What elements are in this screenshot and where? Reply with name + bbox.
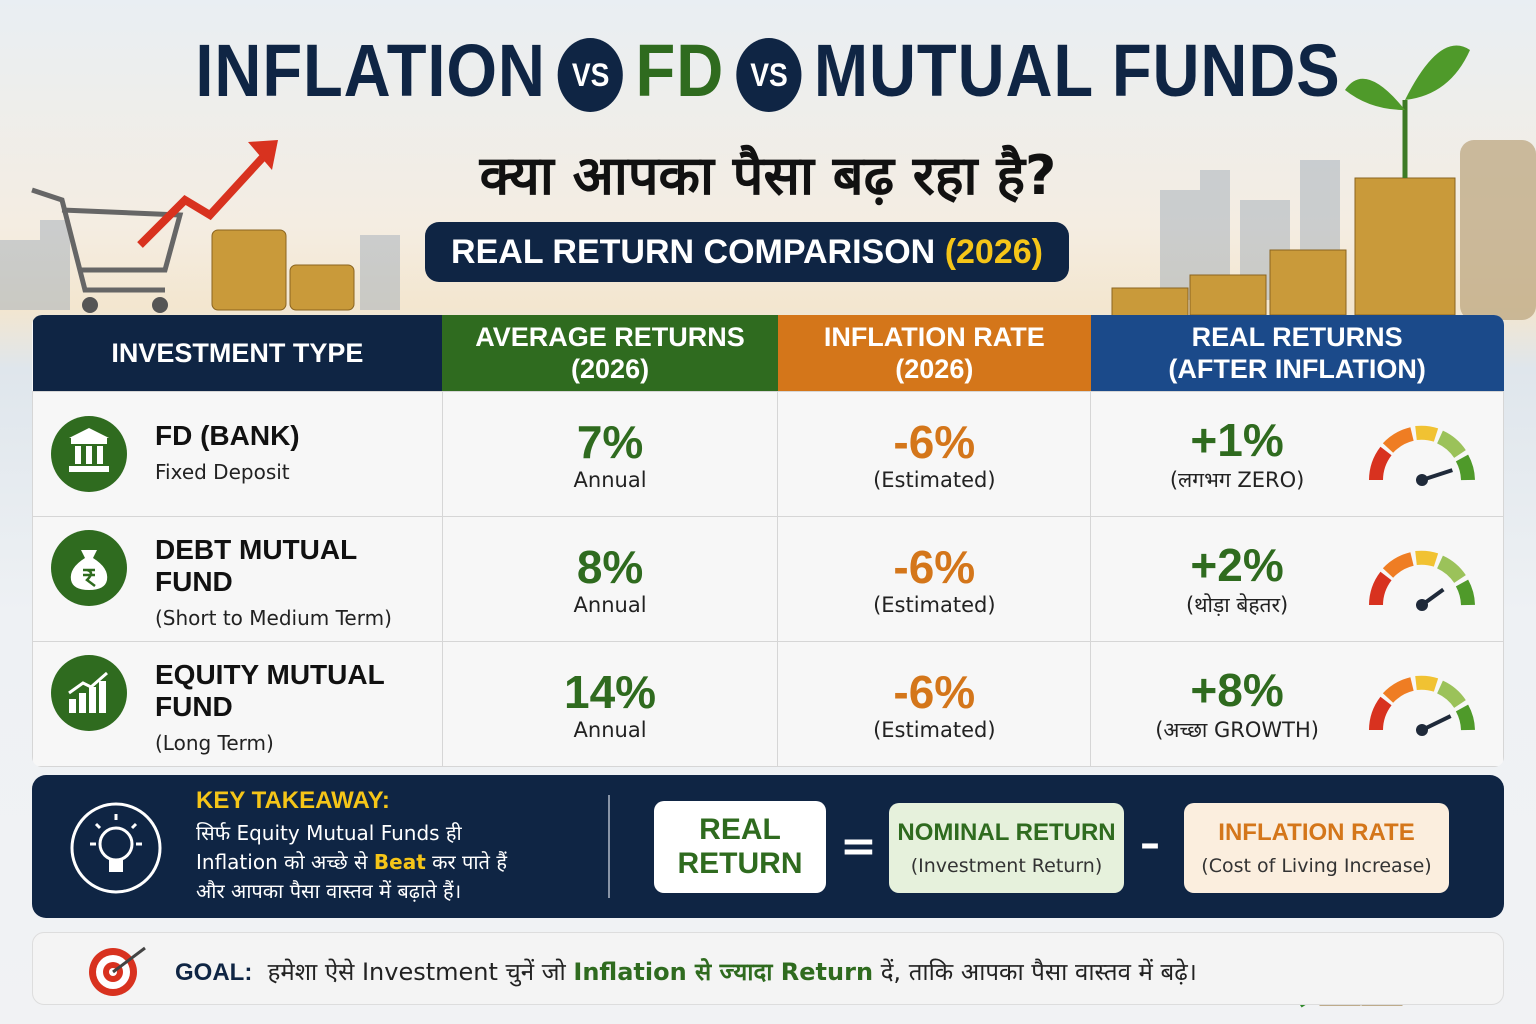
type-cell: FD (BANK) Fixed Deposit [32,390,443,517]
header-line: (AFTER INFLATION) [1168,353,1426,384]
divider [608,795,610,898]
text: RETURN [677,847,803,880]
takeaway-line: और आपका पैसा वास्तव में बढ़ाते हैं। [196,879,462,903]
title-word: FD [635,29,725,112]
nominal-card: NOMINAL RETURN (Investment Return) [889,803,1124,893]
text: INFLATION RATE [1218,819,1415,846]
note: (Estimated) [873,717,996,742]
note: (Estimated) [873,592,996,617]
note: (थोड़ा बेहतर) [1185,592,1289,617]
average-cell: 14% Annual [441,640,779,767]
text: दें, ताकि आपका पैसा वास्तव में बढ़े। [880,958,1197,986]
note: Annual [573,592,647,617]
highlight: Inflation से ज्यादा Return [573,958,874,986]
text: (Investment Return) [910,855,1103,877]
average-cell: 8% Annual [441,515,779,642]
column-header: INVESTMENT TYPE [32,315,443,391]
table-row: FD (BANK) Fixed Deposit 7% Annual -6% (Esti… [32,390,1504,517]
vs-badge: VS [736,38,802,112]
investment-name: FD (BANK) [155,419,300,451]
text: (Cost of Living Increase) [1201,855,1432,877]
subtitle: क्या आपका पैसा बढ़ रहा है? [479,144,1057,207]
header-line: REAL RETURNS [1191,321,1403,352]
minus: – [1140,821,1160,867]
takeaway-label: KEY TAKEAWAY: [196,787,390,814]
text: REAL [699,813,781,846]
takeaway-box: KEY TAKEAWAY: सिर्फ Equity Mutual Funds … [32,775,1504,918]
text: हमेशा ऐसे Investment चुनें जो [267,958,566,986]
header-line: (2026) [895,353,974,384]
note: (अच्छा GROWTH) [1155,717,1319,742]
text: NOMINAL RETURN [897,819,1116,846]
row-icon [51,415,127,492]
note: (लगभग ZERO) [1169,467,1305,492]
gauge [1369,675,1476,736]
goal-label: GOAL: [175,959,253,986]
real-return-card: REAL RETURN [654,801,826,893]
vs-badge: VS [558,38,624,112]
title-word: INFLATION [195,29,546,112]
real-return: +2% [1190,538,1284,591]
inflation-card: INFLATION RATE (Cost of Living Increase) [1184,803,1449,893]
takeaway-line: Inflation को अच्छे से Beat कर पाते हैं [196,848,507,877]
badge-year: (2026) [944,233,1043,271]
target-icon [89,946,146,996]
average-return: 14% [564,665,657,718]
investment-description: (Long Term) [155,730,274,755]
average-return: 7% [576,415,644,468]
average-cell: 7% Annual [441,390,779,517]
investment-name: EQUITY MUTUAL FUND [155,658,385,722]
real-cell: +8% (अच्छा GROWTH) [1090,640,1504,767]
bulb-icon [70,802,162,894]
header-row: INVESTMENT TYPE AVERAGE RETURNS (2026) INFL… [32,315,1504,391]
type-cell: EQUITY MUTUAL FUND (Long Term) [32,640,443,767]
column-header: INFLATION RATE (2026) [777,315,1091,391]
real-return: +1% [1190,413,1284,466]
column-header: REAL RETURNS (AFTER INFLATION) [1090,315,1504,391]
table-body: FD (BANK) Fixed Deposit 7% Annual -6% (Esti… [32,390,1504,767]
table-row: EQUITY MUTUAL FUND (Long Term) 14% Annual … [32,640,1504,767]
investment-description: Fixed Deposit [155,459,290,484]
type-cell: DEBT MUTUAL FUND (Short to Medium Term) [32,515,443,642]
investment-description: (Short to Medium Term) [155,605,392,630]
text: Inflation को अच्छे से [196,850,368,874]
inflation-rate: -6% [893,540,976,593]
investment-name: DEBT MUTUAL FUND [155,533,357,597]
inflation-cell: -6% (Estimated) [777,515,1092,642]
title-word: MUTUAL FUNDS [813,29,1341,112]
real-cell: +2% (थोड़ा बेहतर) [1090,515,1504,642]
header-line: INFLATION RATE [823,321,1045,352]
text: कर पाते हैं [432,850,507,874]
comparison-table: INVESTMENT TYPE AVERAGE RETURNS (2026) INFL… [32,315,1504,767]
average-return: 8% [576,540,644,593]
real-return: +8% [1190,663,1284,716]
takeaway-line: सिर्फ Equity Mutual Funds ही [196,821,462,845]
gauge [1369,425,1476,486]
goal-box: GOAL: हमेशा ऐसे Investment चुनें जो Infl… [32,932,1504,1005]
row-icon [51,529,127,606]
note: Annual [573,467,647,492]
title: INFLATION VS FD VS MUTUAL FUNDS [92,28,1444,113]
inflation-cell: -6% (Estimated) [777,390,1092,517]
gauge [1369,550,1476,611]
inflation-rate: -6% [893,415,976,468]
note: Annual [573,717,647,742]
row-icon [51,654,127,731]
inflation-rate: -6% [893,665,976,718]
highlight: Beat [373,850,426,874]
badge: REAL RETURN COMPARISON (2026) [425,222,1069,282]
column-header: AVERAGE RETURNS (2026) [442,315,778,391]
badge-text: REAL RETURN COMPARISON [451,233,936,271]
header-line: AVERAGE RETURNS [475,321,745,352]
inflation-cell: -6% (Estimated) [777,640,1092,767]
note: (Estimated) [873,467,996,492]
takeaway-text: सिर्फ Equity Mutual Funds ही Inflation क… [196,819,507,906]
header-line: (2026) [571,353,650,384]
real-cell: +1% (लगभग ZERO) [1090,390,1504,517]
header-line: INVESTMENT TYPE [111,337,364,368]
table-row: DEBT MUTUAL FUND (Short to Medium Term) 8… [32,515,1504,642]
goal-text: GOAL: हमेशा ऐसे Investment चुनें जो Infl… [175,955,1197,988]
equals: = [840,821,877,872]
